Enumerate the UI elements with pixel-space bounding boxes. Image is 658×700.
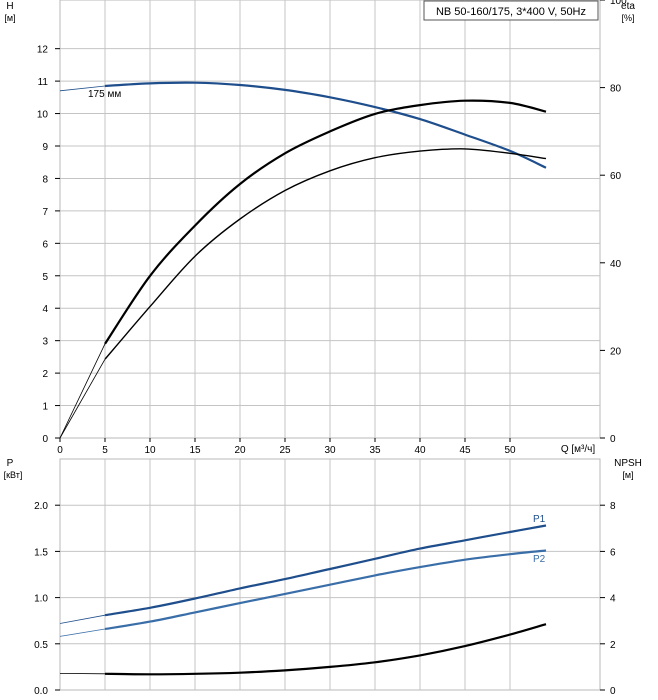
flow-x-tick-label: 25 (279, 445, 291, 456)
head-series-0-extension (59, 85, 106, 92)
flow-x-tick-label: 30 (324, 445, 336, 456)
head-y-tick-label: 12 (37, 45, 49, 56)
power-series-0-curve (104, 524, 547, 617)
head-y-tick-label: 1 (42, 402, 48, 413)
head-y2-tick-label: 100 (610, 0, 627, 7)
eta-axis-label: eta (621, 1, 635, 12)
power-panel-grid (60, 459, 600, 690)
head-y-tick-label: 10 (37, 110, 49, 121)
flow-x-tick-label: 20 (234, 445, 246, 456)
power-npsh-panel: 0.0 0.5 1.0 1.5 2.0 0 2 4 6 8 P [кВт] NPSH [м] P1… (4, 458, 642, 697)
head-y2-tick-label: 80 (610, 84, 622, 95)
power-panel-ticks: 0.0 0.5 1.0 1.5 2.0 0 2 4 6 8 (34, 501, 616, 697)
power-axis-unit: [кВт] (4, 470, 23, 480)
head-y-tick-label: 6 (42, 239, 48, 250)
npsh-axis-unit: [м] (622, 470, 633, 480)
head-y2-tick-label: 0 (610, 434, 616, 445)
power-y2-tick-label: 8 (610, 501, 616, 512)
head-series-0-curve (104, 81, 547, 169)
head-axis-label: H (6, 1, 13, 12)
power-y2-tick-label: 2 (610, 640, 616, 651)
head-y2-tick-label: 60 (610, 171, 622, 182)
head-y-tick-label: 4 (42, 304, 48, 315)
npsh-axis-label: NPSH (614, 458, 642, 469)
power-panel-series (59, 524, 547, 676)
head-y-tick-label: 8 (42, 174, 48, 185)
head-axis-unit: [м] (4, 13, 15, 23)
power-series-2-curve (104, 623, 547, 676)
power-y2-tick-label: 6 (610, 547, 616, 558)
head-y-tick-label: 7 (42, 207, 48, 218)
p2-label: P2 (533, 554, 546, 565)
head-y2-tick-label: 20 (610, 346, 622, 357)
head-y2-tick-label: 40 (610, 259, 622, 270)
head-series-2-extension (59, 343, 106, 439)
flow-x-tick-label: 40 (414, 445, 426, 456)
flow-x-tick-label: 45 (459, 445, 471, 456)
title-box (423, 0, 599, 21)
head-y-tick-label: 0 (42, 434, 48, 445)
power-y-tick-label: 0.5 (34, 640, 48, 651)
head-series-2-curve (104, 99, 547, 345)
p1-label: P1 (533, 514, 546, 525)
power-y-tick-label: 1.5 (34, 547, 48, 558)
power-series-1-curve (104, 549, 547, 631)
power-y-tick-label: 0.0 (34, 686, 48, 697)
head-y-tick-label: 5 (42, 272, 48, 283)
head-series-1-curve (104, 148, 547, 360)
power-axis-label: P (7, 458, 14, 469)
head-panel-series (59, 81, 547, 439)
head-y-tick-label: 9 (42, 142, 48, 153)
head-series-1-extension (59, 359, 106, 439)
eta-axis-unit: [%] (621, 13, 634, 23)
chart-title: NB 50-160/175, 3*400 V, 50Hz (436, 6, 586, 18)
flow-x-tick-label: 0 (57, 445, 63, 456)
flow-x-tick-label: 10 (144, 445, 156, 456)
head-y-tick-label: 3 (42, 337, 48, 348)
flow-x-tick-label: 5 (102, 445, 108, 456)
head-y-tick-label: 2 (42, 369, 48, 380)
head-y-tick-label: 11 (38, 77, 49, 88)
head-panel-grid (60, 0, 600, 438)
flow-x-tick-label: 35 (369, 445, 381, 456)
flow-axis-label: Q [м³/ч] (561, 444, 596, 455)
power-series-1-extension (59, 628, 106, 637)
power-y2-tick-label: 4 (610, 594, 616, 605)
flow-x-tick-label: 50 (504, 445, 516, 456)
power-series-0-extension (59, 614, 106, 624)
power-y-tick-label: 2.0 (34, 501, 48, 512)
impeller-diameter-label: 175 мм (88, 89, 121, 100)
power-y2-tick-label: 0 (610, 686, 616, 697)
power-y-tick-label: 1.0 (34, 594, 48, 605)
flow-x-tick-label: 15 (189, 445, 201, 456)
